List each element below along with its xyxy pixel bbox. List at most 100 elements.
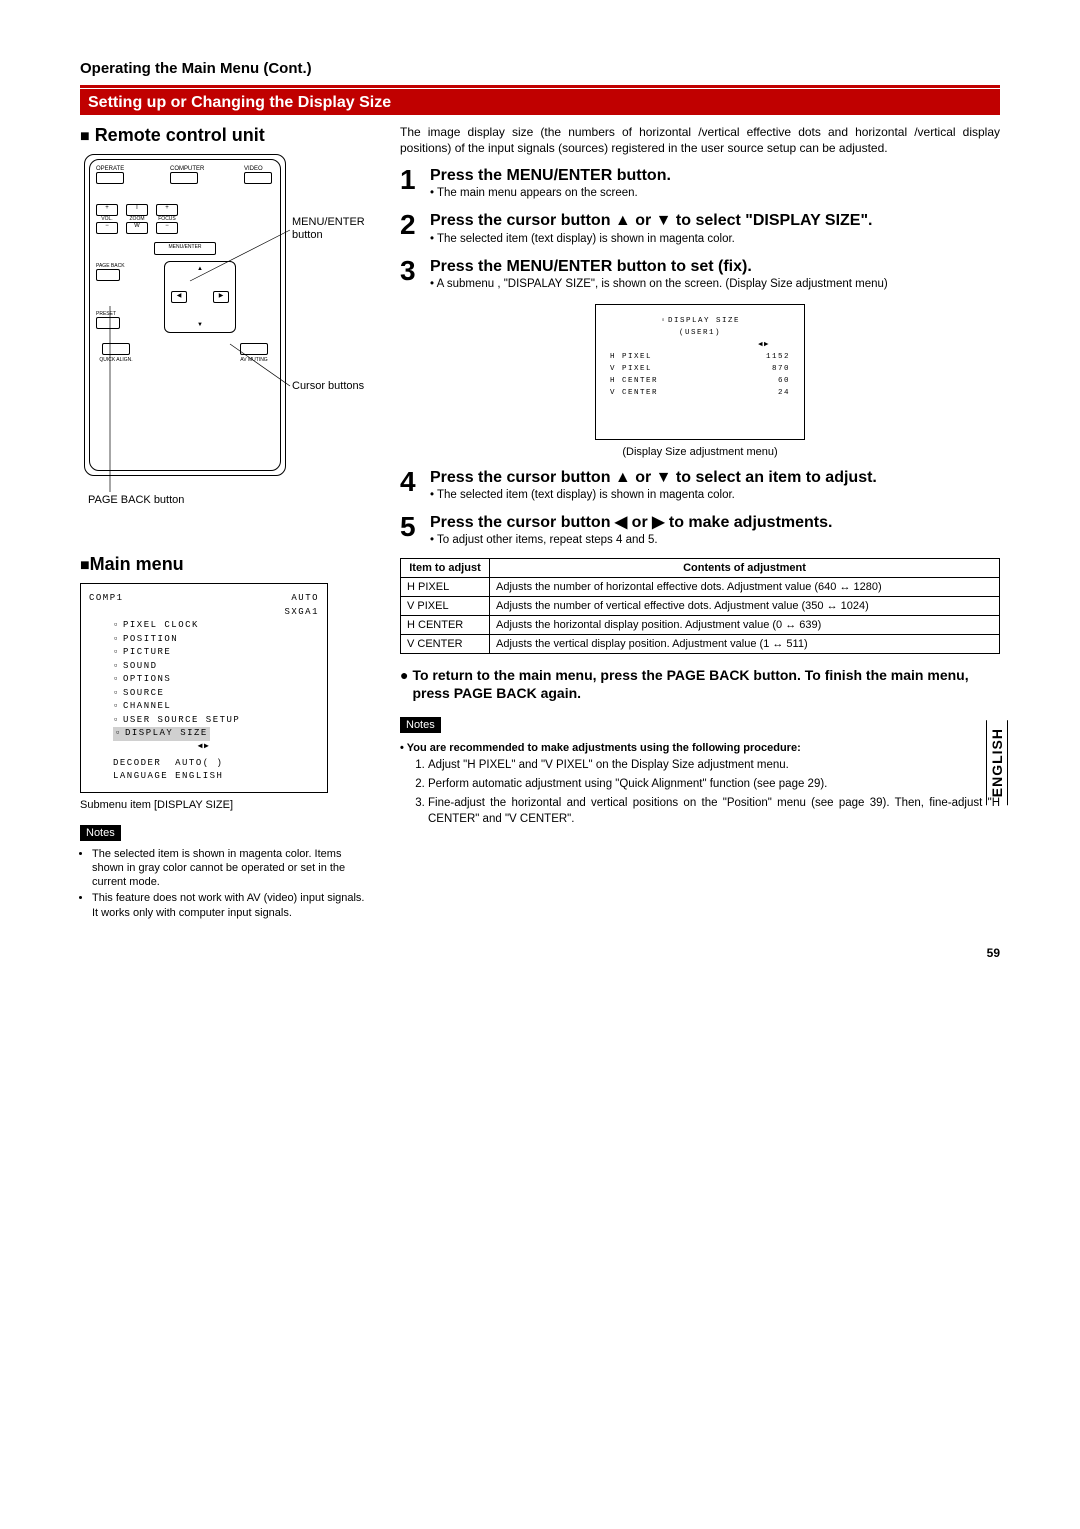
proc-3: Fine-adjust the horizontal and vertical …	[428, 795, 1000, 827]
menu-language-val: ENGLISH	[175, 771, 223, 781]
submenu-row: H CENTER60	[610, 375, 790, 387]
return-note: ● To return to the main menu, press the …	[400, 666, 1000, 702]
page-number: 59	[80, 946, 1000, 960]
submenu-row: H PIXEL1152	[610, 351, 790, 363]
menu-item: ▫SOUND	[113, 660, 319, 674]
submenu-user: (USER1)	[610, 327, 790, 339]
step4-num: 4	[400, 468, 424, 496]
adjustment-table: Item to adjust Contents of adjustment H …	[400, 558, 1000, 654]
cursor-right-icon: ▶	[213, 291, 229, 303]
step5-title: Press the cursor button ◀ or ▶ to make a…	[430, 513, 1000, 532]
btn-operate	[96, 172, 124, 184]
table-row: H CENTERAdjusts the horizontal display p…	[401, 616, 1000, 635]
step3-title: Press the MENU/ENTER button to set (fix)…	[430, 257, 1000, 276]
menu-display-size: DISPLAY SIZE	[125, 728, 208, 738]
step4-title: Press the cursor button ▲ or ▼ to select…	[430, 468, 1000, 487]
btn-menu-enter: MENU/ENTER	[154, 242, 216, 255]
callout-cursor: Cursor buttons	[292, 380, 364, 392]
cursor-down-icon: ▼	[197, 322, 203, 328]
language-tab: ENGLISH	[986, 720, 1008, 805]
step3-num: 3	[400, 257, 424, 285]
submenu-caption: (Display Size adjustment menu)	[400, 446, 1000, 458]
note-left-0: The selected item is shown in magenta co…	[92, 847, 370, 890]
step1-num: 1	[400, 166, 424, 194]
menu-item: ▫OPTIONS	[113, 673, 319, 687]
step5-sub: To adjust other items, repeat steps 4 an…	[430, 534, 1000, 546]
remote-diagram: OPERATE COMPUTER VIDEO + VOL. − T	[84, 154, 286, 476]
main-menu-heading: ■Main menu	[80, 554, 370, 575]
btn-vol-plus: +	[96, 204, 118, 216]
table-head-content: Contents of adjustment	[490, 559, 1000, 578]
table-row: V PIXELAdjusts the number of vertical ef…	[401, 597, 1000, 616]
btn-vol-minus: −	[96, 222, 118, 234]
rec-note: You are recommended to make adjustments …	[400, 741, 1000, 755]
menu-item: ▫SOURCE	[113, 687, 319, 701]
btn-page-back	[96, 269, 120, 281]
av-muting-label: AV MUTING	[234, 357, 274, 363]
step4-sub: The selected item (text display) is show…	[430, 489, 1000, 501]
notes-badge-right: Notes	[400, 717, 441, 733]
submenu-row: V CENTER24	[610, 387, 790, 399]
callout-page-back: PAGE BACK button	[88, 494, 184, 506]
submenu-title: DISPLAY SIZE	[668, 317, 740, 325]
btn-preset	[96, 317, 120, 329]
menu-decoder-val: AUTO( )	[175, 758, 223, 768]
menu-source: COMP1	[89, 592, 124, 619]
cursor-pad: ▲ ▼ ◀ ▶	[164, 261, 236, 333]
btn-video	[244, 172, 272, 184]
table-head-item: Item to adjust	[401, 559, 490, 578]
proc-2: Perform automatic adjustment using "Quic…	[428, 776, 1000, 792]
main-menu-diagram: COMP1 AUTO SXGA1 ▫PIXEL CLOCK▫POSITION▫PI…	[80, 583, 328, 793]
step-3: 3 Press the MENU/ENTER button to set (fi…	[400, 257, 1000, 298]
menu-language: LANGUAGE	[113, 771, 168, 781]
step-4: 4 Press the cursor button ▲ or ▼ to sele…	[400, 468, 1000, 509]
btn-quick-align	[102, 343, 130, 355]
step2-num: 2	[400, 211, 424, 239]
quick-align-label: QUICK ALIGN.	[96, 357, 136, 363]
btn-focus-plus: +	[156, 204, 178, 216]
proc-1: Adjust "H PIXEL" and "V PIXEL" on the Di…	[428, 757, 1000, 773]
step1-title: Press the MENU/ENTER button.	[430, 166, 1000, 185]
menu-auto: AUTO	[291, 593, 319, 603]
submenu-diagram: ▫DISPLAY SIZE (USER1) ◀▶ H PIXEL1152V PI…	[595, 304, 805, 440]
btn-av-muting	[240, 343, 268, 355]
cursor-up-icon: ▲	[197, 266, 203, 272]
menu-item: ▫CHANNEL	[113, 700, 319, 714]
note-left-1: This feature does not work with AV (vide…	[92, 891, 370, 920]
section-bar: Setting up or Changing the Display Size	[80, 89, 1000, 115]
menu-item: ▫PIXEL CLOCK	[113, 619, 319, 633]
intro-text: The image display size (the numbers of h…	[400, 125, 1000, 156]
step-1: 1 Press the MENU/ENTER button. The main …	[400, 166, 1000, 207]
step-5: 5 Press the cursor button ◀ or ▶ to make…	[400, 513, 1000, 554]
step1-sub: The main menu appears on the screen.	[430, 187, 1000, 199]
notes-list-left: The selected item is shown in magenta co…	[80, 847, 370, 920]
btn-computer	[170, 172, 198, 184]
menu-caption: Submenu item [DISPLAY SIZE]	[80, 799, 370, 811]
remote-heading: ■ Remote control unit	[80, 125, 370, 146]
step3-sub: A submenu , "DISPALAY SIZE", is shown on…	[430, 278, 1000, 290]
procedure-list: Adjust "H PIXEL" and "V PIXEL" on the Di…	[400, 757, 1000, 827]
submenu-arrows: ◀▶	[610, 339, 790, 351]
notes-badge-left: Notes	[80, 825, 121, 841]
menu-decoder: DECODER	[113, 758, 161, 768]
btn-focus-minus: −	[156, 222, 178, 234]
submenu-row: V PIXEL870	[610, 363, 790, 375]
table-row: H PIXELAdjusts the number of horizontal …	[401, 578, 1000, 597]
step-2: 2 Press the cursor button ▲ or ▼ to sele…	[400, 211, 1000, 252]
table-row: V CENTERAdjusts the vertical display pos…	[401, 635, 1000, 654]
callout-menu-enter: MENU/ENTER button	[292, 216, 382, 242]
main-menu-heading-text: Main menu	[90, 554, 184, 574]
step5-num: 5	[400, 513, 424, 541]
menu-item: ▫USER SOURCE SETUP	[113, 714, 319, 728]
menu-res: SXGA1	[284, 607, 319, 617]
btn-zoom-w: W	[126, 222, 148, 234]
return-note-text: To return to the main menu, press the PA…	[412, 666, 1000, 702]
step2-title: Press the cursor button ▲ or ▼ to select…	[430, 211, 1000, 230]
step2-sub: The selected item (text display) is show…	[430, 233, 1000, 245]
menu-item: ▫PICTURE	[113, 646, 319, 660]
page-subtitle: Operating the Main Menu (Cont.)	[80, 60, 1000, 77]
red-bar-top	[80, 85, 1000, 88]
menu-item: ▫POSITION	[113, 633, 319, 647]
btn-zoom-t: T	[126, 204, 148, 216]
remote-heading-text: Remote control unit	[95, 125, 265, 145]
